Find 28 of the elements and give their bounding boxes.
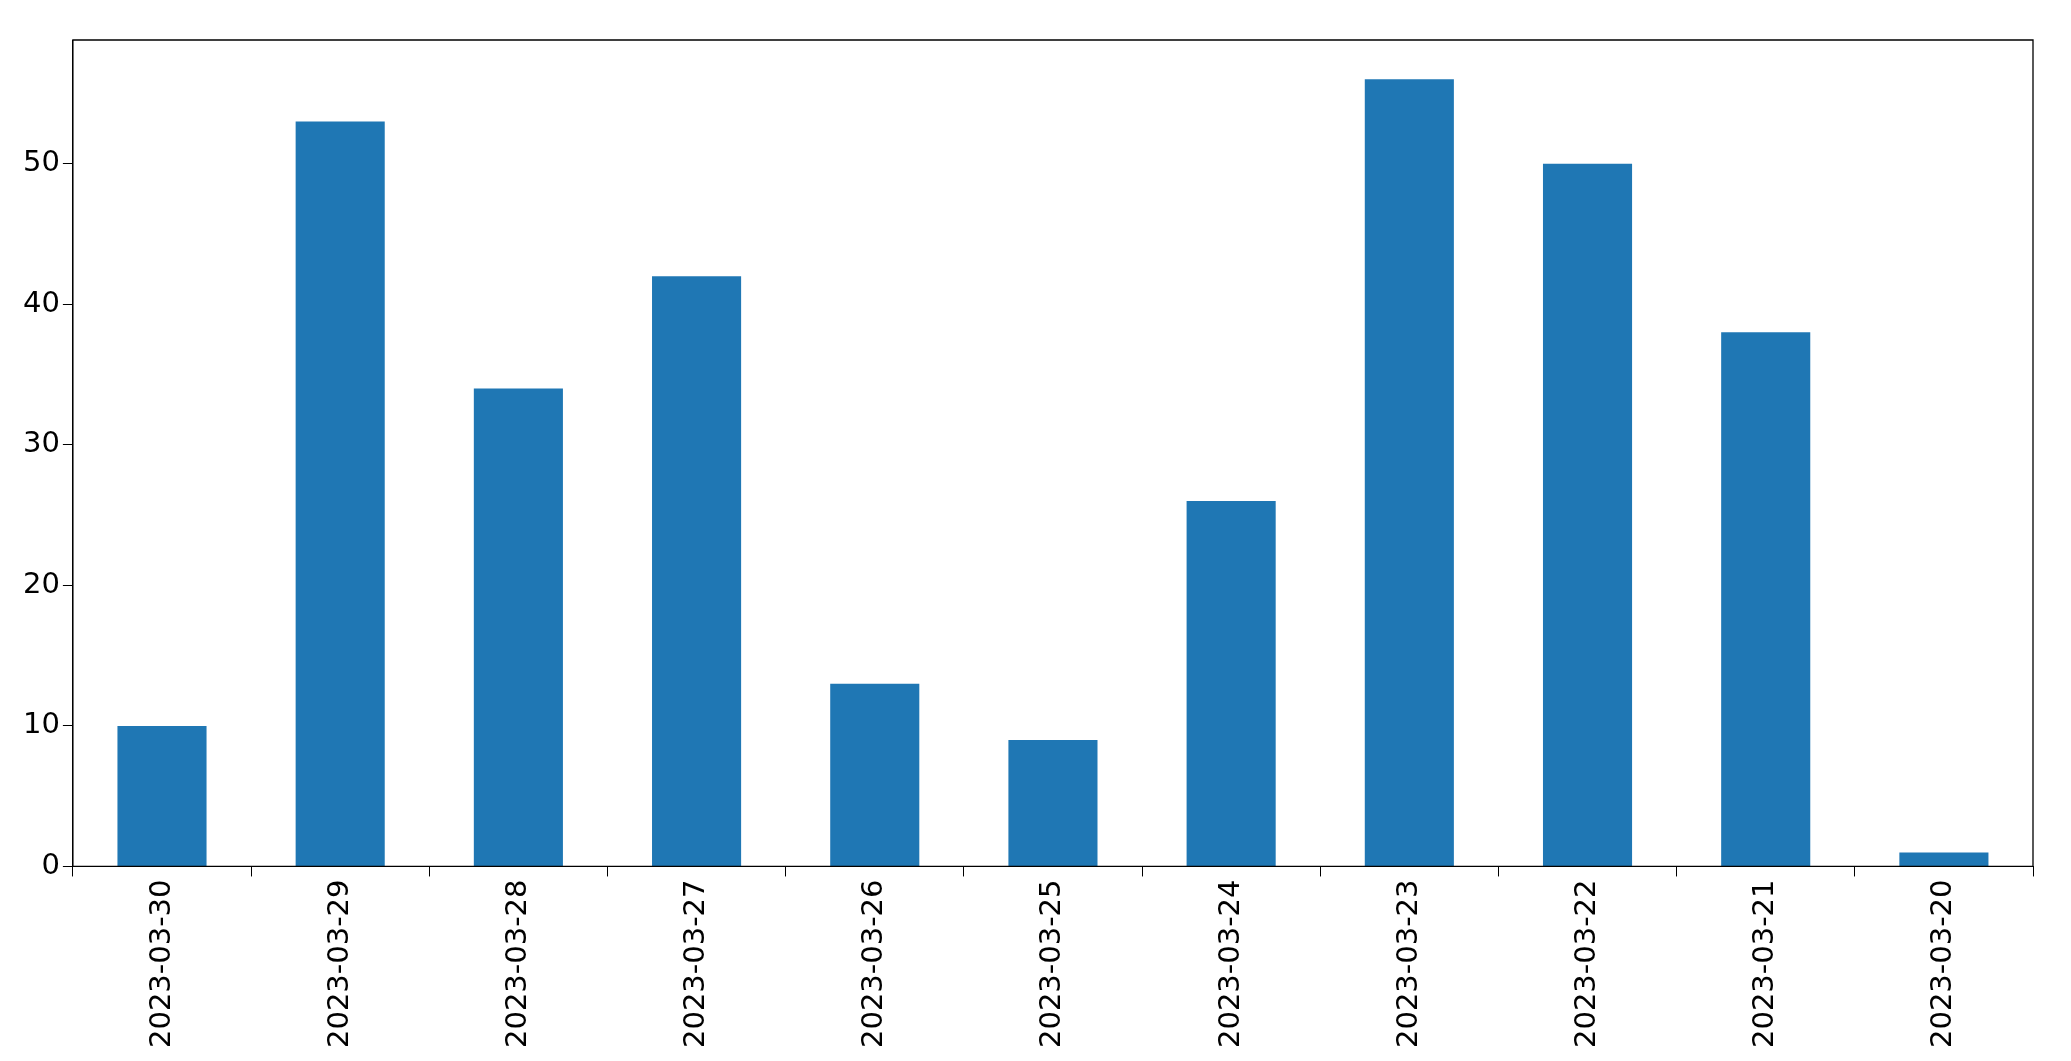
bar — [830, 683, 920, 866]
bar — [295, 121, 385, 866]
x-tick-label: 2023-03-28 — [498, 879, 533, 1049]
bar — [1542, 163, 1633, 866]
bar — [1899, 852, 1989, 866]
x-tick-label: 2023-03-20 — [1924, 879, 1959, 1049]
bar — [1364, 79, 1454, 866]
x-tick-label: 2023-03-23 — [1389, 879, 1424, 1049]
x-tick-label: 2023-03-22 — [1568, 879, 1603, 1049]
bar — [1186, 501, 1276, 866]
x-tick-label: 2023-03-29 — [320, 879, 355, 1049]
y-tick-label: 0 — [41, 847, 60, 881]
x-tick-label: 2023-03-24 — [1211, 879, 1246, 1049]
bar — [652, 276, 742, 866]
x-tick-label: 2023-03-27 — [677, 879, 712, 1049]
y-tick-label: 10 — [23, 706, 60, 741]
y-tick-label: 50 — [23, 144, 60, 179]
x-tick-label: 2023-03-30 — [142, 879, 177, 1049]
y-tick-label: 30 — [23, 425, 60, 460]
bar — [1008, 739, 1098, 866]
x-tick-label: 2023-03-25 — [1033, 879, 1068, 1049]
bar — [473, 388, 563, 866]
bar — [1721, 332, 1811, 866]
x-tick-label: 2023-03-21 — [1746, 879, 1781, 1049]
y-tick-label: 20 — [23, 565, 60, 600]
x-tick-label: 2023-03-26 — [855, 879, 890, 1049]
y-tick-label: 40 — [23, 284, 60, 319]
bar — [117, 725, 207, 866]
